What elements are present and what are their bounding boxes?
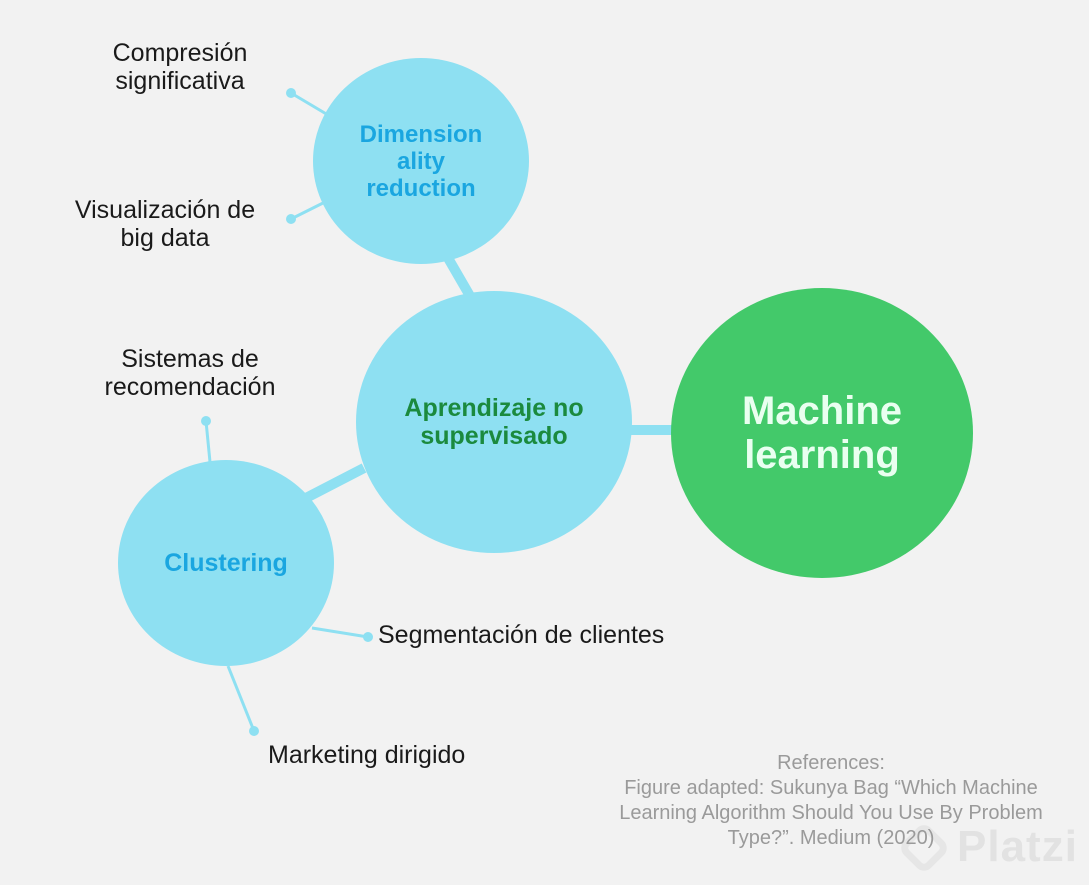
- connector-unsupervised-clustering: [303, 463, 367, 503]
- node-dimensionality-reduction-label: Dimension ality reduction: [359, 120, 483, 202]
- connector-compresion: [290, 91, 329, 117]
- dot-visualizacion: [286, 214, 296, 224]
- node-dimensionality-reduction: Dimension ality reduction: [313, 58, 529, 264]
- dot-compresion: [286, 88, 296, 98]
- leaf-sistemas-recomendacion: Sistemas de recomendación: [104, 345, 276, 401]
- node-clustering: Clustering: [118, 460, 334, 666]
- node-clustering-label: Clustering: [164, 549, 288, 577]
- node-machine-learning-label: Machine learning: [741, 389, 903, 477]
- dot-segmentacion: [363, 632, 373, 642]
- node-unsupervised-learning-label: Aprendizaje no supervisado: [404, 394, 584, 450]
- dot-recomendacion: [201, 416, 211, 426]
- connector-unsupervised-dimensionality: [443, 255, 475, 299]
- connector-visualizacion: [290, 200, 326, 221]
- leaf-compresion-significativa: Compresión significativa: [112, 39, 248, 95]
- node-unsupervised-learning: Aprendizaje no supervisado: [356, 291, 632, 553]
- connector-marketing: [226, 665, 256, 732]
- node-machine-learning: Machine learning: [671, 288, 973, 578]
- connector-segmentacion: [311, 626, 369, 639]
- platzi-watermark: Platzi: [957, 822, 1078, 871]
- connector-recomendacion: [204, 420, 212, 463]
- dot-marketing: [249, 726, 259, 736]
- leaf-visualizacion-big-data: Visualización de big data: [74, 196, 256, 252]
- references-text: References: Figure adapted: Sukunya Bag …: [619, 752, 1043, 849]
- leaf-marketing-dirigido: Marketing dirigido: [268, 741, 466, 769]
- leaf-segmentacion-clientes: Segmentación de clientes: [378, 621, 665, 649]
